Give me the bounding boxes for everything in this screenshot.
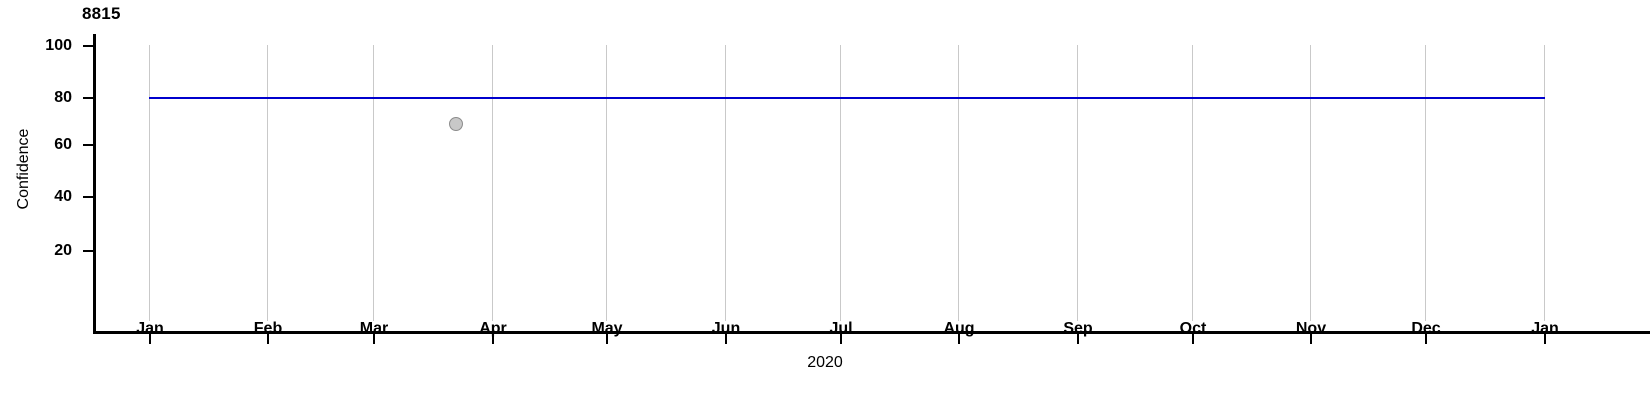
gridline-mar <box>373 45 374 321</box>
gridline-jun <box>725 45 726 321</box>
y-tick-label-40: 40 <box>54 188 72 205</box>
x-tick-label-jan: Jan <box>136 320 164 337</box>
x-tick-mark-mar <box>373 334 375 344</box>
x-tick-label-aug: Aug <box>943 320 975 337</box>
y-tick-label-80: 80 <box>54 89 72 106</box>
y-tick-mark-40 <box>83 196 94 198</box>
gridline-aug <box>958 45 959 321</box>
y-tick-label-20: 20 <box>54 242 72 259</box>
y-tick-mark-60 <box>83 144 94 146</box>
gridline-sep <box>1077 45 1078 321</box>
y-axis-spine <box>93 34 96 333</box>
x-tick-label-jul: Jul <box>829 320 853 337</box>
x-axis-label: 2020 <box>807 354 843 371</box>
threshold-line-series <box>149 97 1545 99</box>
x-tick-label-oct: Oct <box>1179 320 1207 337</box>
data-point-marker[interactable] <box>449 117 463 131</box>
x-tick-mark-oct <box>1192 334 1194 344</box>
x-tick-mark-feb <box>267 334 269 344</box>
gridline-jan-next <box>1544 45 1545 321</box>
gridline-oct <box>1192 45 1193 321</box>
x-tick-label-feb: Feb <box>253 320 283 337</box>
gridline-may <box>606 45 607 321</box>
x-tick-mark-nov <box>1310 334 1312 344</box>
chart-title: 8815 <box>82 4 121 23</box>
x-tick-label-apr: Apr <box>479 320 507 337</box>
gridline-jan <box>149 45 150 321</box>
x-tick-label-jan-next: Jan <box>1531 320 1559 337</box>
x-tick-label-jun: Jun <box>711 320 741 337</box>
y-tick-mark-100 <box>83 45 94 47</box>
gridline-dec <box>1425 45 1426 321</box>
x-tick-mark-sep <box>1077 334 1079 344</box>
x-tick-label-sep: Sep <box>1063 320 1093 337</box>
gridline-feb <box>267 45 268 321</box>
x-tick-label-dec: Dec <box>1411 320 1441 337</box>
y-tick-mark-80 <box>83 97 94 99</box>
x-tick-mark-aug <box>958 334 960 344</box>
y-tick-mark-20 <box>83 250 94 252</box>
x-tick-label-may: May <box>591 320 623 337</box>
gridline-apr <box>492 45 493 321</box>
y-tick-label-60: 60 <box>54 136 72 153</box>
x-tick-mark-jan <box>149 334 151 344</box>
x-tick-label-nov: Nov <box>1295 320 1327 337</box>
x-tick-label-mar: Mar <box>359 320 389 337</box>
x-tick-mark-may <box>606 334 608 344</box>
gridline-jul <box>840 45 841 321</box>
x-tick-mark-jan-next <box>1544 334 1546 344</box>
x-tick-mark-dec <box>1425 334 1427 344</box>
x-tick-mark-jun <box>725 334 727 344</box>
gridline-nov <box>1310 45 1311 321</box>
x-tick-mark-apr <box>492 334 494 344</box>
x-tick-mark-jul <box>840 334 842 344</box>
x-axis-spine <box>93 331 1650 334</box>
y-axis-label: Confidence <box>15 128 32 210</box>
y-tick-label-100: 100 <box>45 37 72 54</box>
